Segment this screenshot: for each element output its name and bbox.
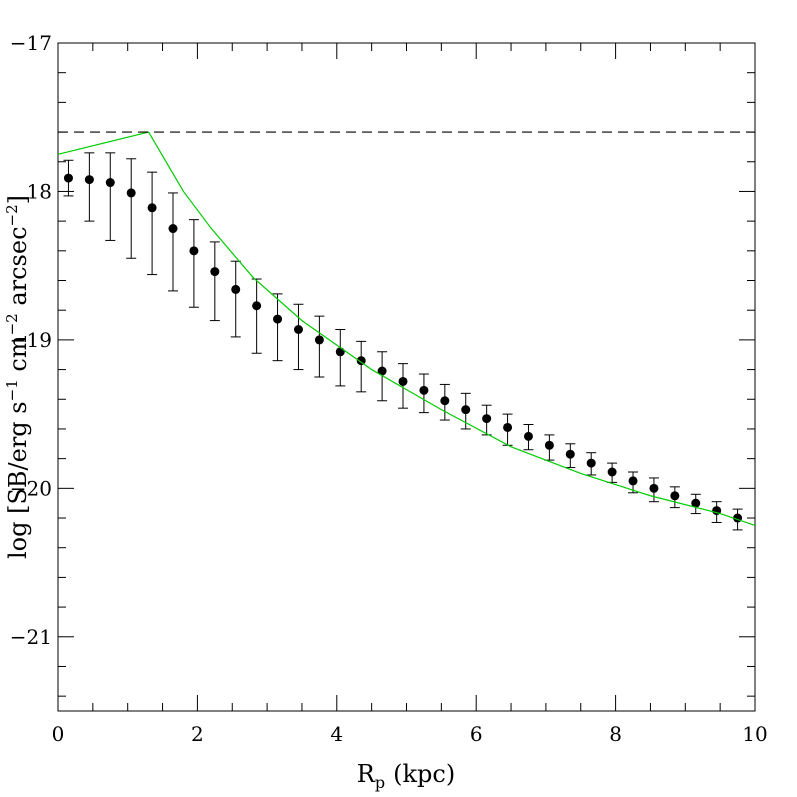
x-tick-label: 10 <box>742 722 767 746</box>
data-point <box>503 422 513 432</box>
y-axis-title-superscript-1: −1 <box>3 379 21 401</box>
data-point <box>670 491 680 501</box>
data-point <box>440 396 450 406</box>
data-point-group <box>502 413 513 446</box>
y-axis-title-superscript-2: −2 <box>3 313 21 335</box>
data-point-group <box>126 158 137 259</box>
data-point-group <box>293 303 304 371</box>
data-point-group <box>335 328 346 387</box>
y-axis-title-part-1: log [SB/erg s <box>4 401 32 559</box>
x-tick-label: 0 <box>52 722 65 746</box>
data-point <box>565 449 575 459</box>
data-point-group <box>147 171 158 276</box>
data-point-group <box>586 452 597 476</box>
axis-tick-labels: 0 2 4 6 8 10 −17 18 −19 −20 −21 <box>10 31 768 746</box>
y-axis-title-part-4: ] <box>4 195 32 204</box>
data-point-group <box>314 315 325 378</box>
x-axis-title-subscript: p <box>375 773 385 792</box>
data-point <box>461 405 471 415</box>
x-axis-title-units: (kpc) <box>393 760 455 788</box>
data-point <box>586 458 596 468</box>
x-tick-label: 6 <box>470 722 483 746</box>
data-point-group <box>272 293 283 362</box>
data-point <box>649 483 659 493</box>
y-axis-title-part-3: arcsec <box>4 226 32 313</box>
data-point-group <box>628 471 639 494</box>
data-point-group <box>168 192 179 292</box>
data-point <box>210 267 220 277</box>
data-point-group <box>648 477 659 503</box>
x-tick-label: 4 <box>330 722 343 746</box>
data-point-group <box>669 486 680 509</box>
data-point-group <box>607 462 618 483</box>
data-point <box>377 366 387 376</box>
data-point <box>314 335 324 345</box>
x-axis-title: Rp (kpc) <box>357 760 455 792</box>
data-point-group <box>398 363 409 409</box>
data-point <box>168 224 178 234</box>
data-point <box>523 431 533 441</box>
y-tick-label: 18 <box>27 179 52 203</box>
data-point <box>607 467 617 477</box>
y-tick-label: −19 <box>10 328 52 352</box>
x-axis-title-main: R <box>357 760 376 788</box>
data-point <box>252 301 262 311</box>
data-point <box>628 476 638 486</box>
data-point-group <box>84 152 95 222</box>
data-point <box>147 203 157 213</box>
y-tick-label: −17 <box>10 31 52 55</box>
data-point <box>293 324 303 334</box>
data-point-group <box>63 159 74 197</box>
data-point <box>691 498 701 508</box>
data-point-group <box>481 404 492 436</box>
data-point <box>63 173 73 183</box>
data-point <box>189 246 199 256</box>
data-point <box>419 385 429 395</box>
data-point <box>273 314 283 324</box>
data-point-group <box>209 241 220 322</box>
axis-ticks <box>57 42 756 711</box>
data-point <box>126 188 136 198</box>
y-axis-title-part-2: cm <box>4 335 32 379</box>
y-axis-title: log [SB/erg s−1 cm−2 arcsec−2] <box>3 195 32 559</box>
y-tick-label: −21 <box>10 625 52 649</box>
data-point-group <box>544 434 555 461</box>
data-point <box>231 284 241 294</box>
x-tick-label: 8 <box>609 722 622 746</box>
data-point <box>335 347 345 357</box>
data-point <box>356 356 366 366</box>
data-point <box>105 178 115 188</box>
data-point <box>398 376 408 386</box>
y-tick-label: −20 <box>10 476 52 500</box>
data-point <box>482 414 492 424</box>
data-point-group <box>251 278 262 354</box>
data-point <box>84 175 94 185</box>
data-point-group <box>418 373 429 414</box>
data-point <box>544 440 554 450</box>
y-axis-title-superscript-3: −2 <box>3 204 21 226</box>
data-point-group <box>230 260 241 338</box>
plot-frame <box>57 42 756 712</box>
data-point-group <box>690 493 701 515</box>
data-point-group <box>565 443 576 469</box>
data-point-group <box>523 424 534 451</box>
x-tick-label: 2 <box>191 722 204 746</box>
data-point-group <box>439 383 450 421</box>
model-curve <box>57 131 756 527</box>
data-series <box>57 131 756 531</box>
data-point-group <box>460 392 471 430</box>
data-point-group <box>105 152 116 241</box>
data-point-group <box>188 219 199 308</box>
data-point-group <box>356 340 367 393</box>
